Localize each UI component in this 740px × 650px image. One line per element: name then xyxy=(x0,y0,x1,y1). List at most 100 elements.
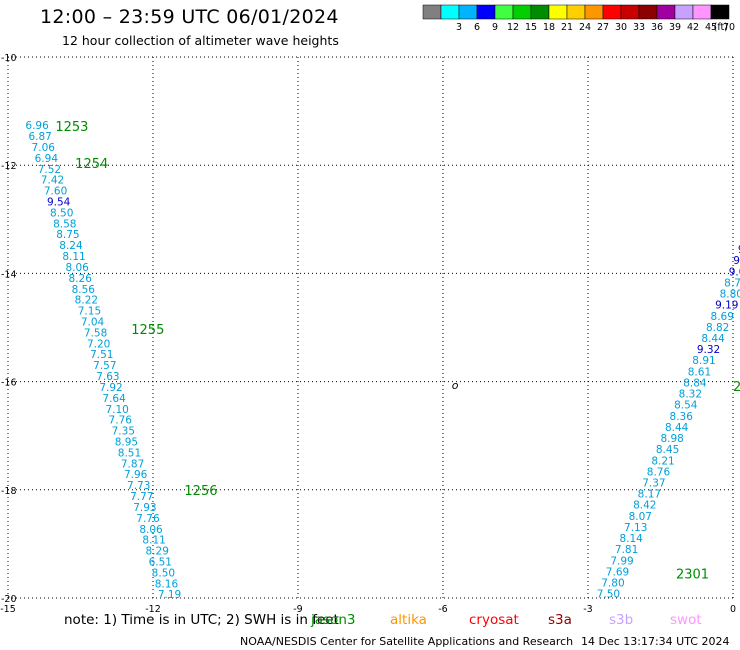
wave-height-value: 7.99 xyxy=(610,555,633,567)
y-tick-label: -18 xyxy=(1,486,17,497)
legend-tick-label: 21 xyxy=(561,22,573,33)
wave-height-value: 7.20 xyxy=(87,338,110,350)
wave-height-value: 6.96 xyxy=(25,120,49,132)
y-tick-label: -10 xyxy=(1,53,17,64)
legend-swatch xyxy=(566,4,586,20)
pass-time-labels: 1253 1254 1255 1256 2301 2 o xyxy=(55,120,740,582)
wave-height-value: 8.22 xyxy=(75,295,98,307)
footnote: note: 1) Time is in UTC; 2) SWH is in fe… xyxy=(64,612,339,628)
satellite-swot-label: swot xyxy=(670,612,702,628)
page-subtitle: 12 hour collection of altimeter wave hei… xyxy=(62,33,339,48)
wave-height-value: 7.76 xyxy=(109,415,133,427)
wave-height-value: 8.36 xyxy=(670,411,694,423)
wave-height-value: 8.50 xyxy=(50,207,73,219)
legend-tick-label: 24 xyxy=(579,22,591,33)
legend-tick-label: 33 xyxy=(633,22,645,33)
x-tick-label: -9 xyxy=(293,604,302,615)
legend-swatch xyxy=(512,4,532,20)
wave-height-value: 7.35 xyxy=(112,426,135,438)
x-tick-label: -6 xyxy=(438,604,447,615)
wave-height-value: 8.7 xyxy=(724,277,740,289)
wave-height-value: 8.61 xyxy=(688,366,711,378)
location-marker: o xyxy=(452,379,459,392)
wave-height-value: 8.50 xyxy=(152,567,175,579)
wave-height-value: 8.06 xyxy=(65,262,89,274)
legend-tick-label: 12 xyxy=(507,22,519,33)
wave-height-value: 8.84 xyxy=(683,377,707,389)
wave-height-value: 7.04 xyxy=(81,317,105,329)
wave-height-value: 7.87 xyxy=(121,458,144,470)
wave-height-value: 9.0 xyxy=(729,266,740,278)
legend-swatch xyxy=(620,4,640,20)
pass-time-label: 2301 xyxy=(676,568,709,583)
wave-height-value: 7.81 xyxy=(615,544,638,556)
wave-height-value: 8.82 xyxy=(706,322,729,334)
legend-swatch xyxy=(638,4,658,20)
legend-swatch xyxy=(530,4,550,20)
wave-height-value: 8.24 xyxy=(59,240,83,252)
legend-swatch xyxy=(656,4,676,20)
y-tick-label: -12 xyxy=(1,161,17,172)
footer-timestamp: 14 Dec 13:17:34 UTC 2024 xyxy=(581,635,730,648)
pass-time-label: 2 xyxy=(733,380,740,395)
wave-height-value: 7.06 xyxy=(32,142,56,154)
legend-swatch xyxy=(476,4,496,20)
wave-height-value: 6.51 xyxy=(149,556,172,568)
map-grid xyxy=(7,56,734,599)
legend-swatch xyxy=(494,4,514,20)
legend-tick-label: 15 xyxy=(525,22,537,33)
legend-tick-label: 39 xyxy=(669,22,681,33)
wave-height-value: 7.37 xyxy=(642,478,665,490)
wave-height-value: 8.11 xyxy=(62,251,85,263)
x-tick-label: -15 xyxy=(0,604,16,615)
pass-time-label: 1255 xyxy=(131,323,164,338)
wave-height-value: 8.80 xyxy=(720,289,740,301)
wave-height-value: 8.42 xyxy=(633,500,656,512)
wave-height-value: 7.50 xyxy=(597,589,620,601)
wave-height-value: 8.32 xyxy=(679,389,702,401)
wave-height-value: 8.14 xyxy=(619,533,643,545)
wave-height-value: 7.51 xyxy=(90,349,113,361)
wave-height-value: 7.69 xyxy=(606,566,629,578)
legend-swatch xyxy=(548,4,568,20)
wave-height-value: 7.77 xyxy=(130,491,153,503)
wave-height-value: 7.64 xyxy=(102,393,126,405)
wave-height-value: 8.26 xyxy=(69,273,93,285)
satellite-altika-label: altika xyxy=(390,612,427,628)
y-tick-label: -14 xyxy=(1,269,17,280)
wave-height-value: 7.92 xyxy=(99,382,122,394)
legend-swatch xyxy=(674,4,694,20)
wave-height-value: 7.15 xyxy=(78,306,101,318)
wave-height-value: 8.11 xyxy=(142,535,165,547)
wave-height-value: 7.57 xyxy=(93,360,116,372)
wave-height-value: 8.45 xyxy=(656,444,679,456)
wave-height-value: 8.69 xyxy=(711,311,734,323)
wave-height-value: 8.07 xyxy=(629,511,652,523)
wave-height-value: 7.58 xyxy=(84,327,107,339)
legend-tick-label: 27 xyxy=(597,22,609,33)
wave-height-value: 8.29 xyxy=(146,546,169,558)
wave-height-value: 7.52 xyxy=(38,164,61,176)
wave-height-value: 8.54 xyxy=(674,400,698,412)
wave-height-value: 7.42 xyxy=(41,175,64,187)
wave-height-value: 6.94 xyxy=(35,153,59,165)
legend-tick-label: 30 xyxy=(615,22,627,33)
wave-height-value: 8.17 xyxy=(638,489,661,501)
altimeter-track-east: 7.507.807.697.997.818.147.138.078.428.17… xyxy=(597,244,740,601)
wave-height-value: 7.96 xyxy=(124,469,148,481)
legend-tick-label: 3 xyxy=(456,22,462,33)
wave-height-value: 7.10 xyxy=(105,404,128,416)
wave-height-value: 8.95 xyxy=(115,437,138,449)
legend-swatch xyxy=(584,4,604,20)
legend-tick-label: 18 xyxy=(543,22,555,33)
legend-unit: (ft) xyxy=(714,22,728,33)
wave-height-value: 9.19 xyxy=(715,300,738,312)
wave-height-value: 8.51 xyxy=(118,447,141,459)
wave-height-value: 8.21 xyxy=(651,455,674,467)
pass-time-label: 1256 xyxy=(184,484,217,499)
wave-height-value: 9.1 xyxy=(733,255,740,267)
legend-swatch xyxy=(458,4,478,20)
wave-height-value: 8.44 xyxy=(665,422,689,434)
page-title: 12:00 – 23:59 UTC 06/01/2024 xyxy=(40,6,339,28)
